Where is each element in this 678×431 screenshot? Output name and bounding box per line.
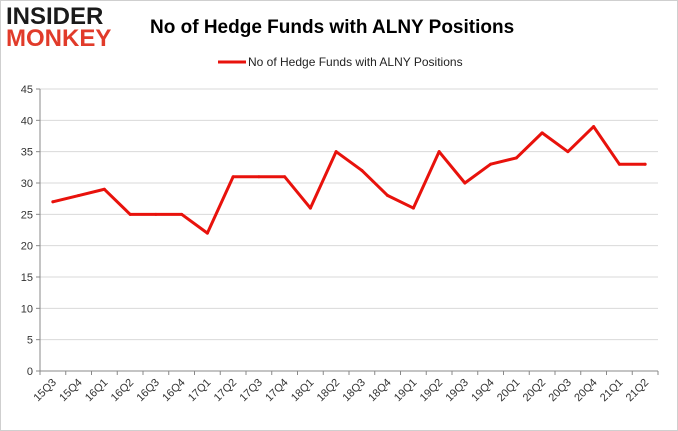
- x-tick-label: 21Q2: [624, 377, 652, 405]
- series-layer: [51, 125, 647, 235]
- data-point: [540, 131, 544, 135]
- y-tick-label: 35: [21, 147, 33, 159]
- x-tick-label: 18Q1: [289, 377, 317, 405]
- data-point: [643, 162, 647, 166]
- data-point: [592, 125, 596, 129]
- logo-line-2: MONKEY: [6, 25, 112, 52]
- data-point: [231, 175, 235, 179]
- insider-monkey-logo: INSIDER MONKEY: [6, 3, 128, 56]
- x-tick-label: 19Q1: [392, 377, 420, 405]
- x-tick-label: 17Q1: [186, 377, 214, 405]
- x-tick-label: 20Q3: [546, 377, 574, 405]
- x-tick-label: 18Q3: [340, 377, 368, 405]
- data-point: [489, 162, 493, 166]
- legend: No of Hedge Funds with ALNY Positions: [218, 55, 463, 69]
- x-tick-label: 17Q4: [263, 377, 291, 405]
- data-point: [102, 187, 106, 191]
- x-tick-label: 15Q4: [57, 377, 85, 405]
- x-tick-label: 19Q4: [469, 377, 497, 405]
- x-tick-label: 20Q1: [495, 377, 523, 405]
- data-point: [51, 200, 55, 204]
- y-tick-label: 15: [21, 272, 33, 284]
- x-tick-label: 15Q3: [31, 377, 59, 405]
- x-tick-label: 16Q3: [134, 377, 162, 405]
- x-tick-label: 16Q2: [109, 377, 137, 405]
- y-tick-label: 40: [21, 115, 33, 127]
- data-point: [334, 150, 338, 154]
- x-tick-label: 17Q2: [212, 377, 240, 405]
- x-axis: 15Q315Q416Q116Q216Q316Q417Q117Q217Q317Q4…: [31, 370, 659, 405]
- gridlines: [40, 88, 658, 372]
- data-point: [566, 150, 570, 154]
- chart-title: No of Hedge Funds with ALNY Positions: [150, 17, 515, 38]
- data-point: [514, 156, 518, 160]
- x-tick-label: 17Q3: [237, 377, 265, 405]
- data-point: [308, 206, 312, 210]
- x-tick-label: 20Q4: [572, 377, 600, 405]
- x-tick-label: 21Q1: [598, 377, 626, 405]
- y-tick-label: 10: [21, 303, 33, 315]
- y-tick-label: 20: [21, 241, 33, 253]
- data-point: [360, 168, 364, 172]
- x-tick-label: 19Q3: [443, 377, 471, 405]
- x-tick-label: 16Q4: [160, 377, 188, 405]
- data-point: [411, 206, 415, 210]
- x-tick-label: 19Q2: [418, 377, 446, 405]
- series-line: [51, 125, 647, 235]
- data-point: [77, 194, 81, 198]
- data-point: [617, 162, 621, 166]
- x-tick-label: 20Q2: [521, 377, 549, 405]
- data-point: [180, 212, 184, 216]
- data-point: [154, 212, 158, 216]
- data-point: [386, 194, 390, 198]
- data-point: [437, 150, 441, 154]
- x-tick-label: 18Q4: [366, 377, 394, 405]
- data-point: [205, 231, 209, 235]
- legend-label: No of Hedge Funds with ALNY Positions: [248, 55, 463, 69]
- data-point: [257, 175, 261, 179]
- y-axis: 0 5 10 15 20 25 30 35 40 45: [21, 84, 41, 378]
- x-tick-label: 16Q1: [83, 377, 111, 405]
- y-tick-label: 25: [21, 209, 33, 221]
- data-point: [128, 212, 132, 216]
- data-point: [463, 181, 467, 185]
- logo-line-1: INSIDER: [6, 3, 104, 30]
- y-tick-label: 0: [27, 366, 33, 378]
- y-tick-label: 5: [27, 335, 33, 347]
- y-tick-label: 30: [21, 178, 33, 190]
- x-tick-label: 18Q2: [315, 377, 343, 405]
- y-tick-label: 45: [21, 84, 33, 96]
- data-point: [283, 175, 287, 179]
